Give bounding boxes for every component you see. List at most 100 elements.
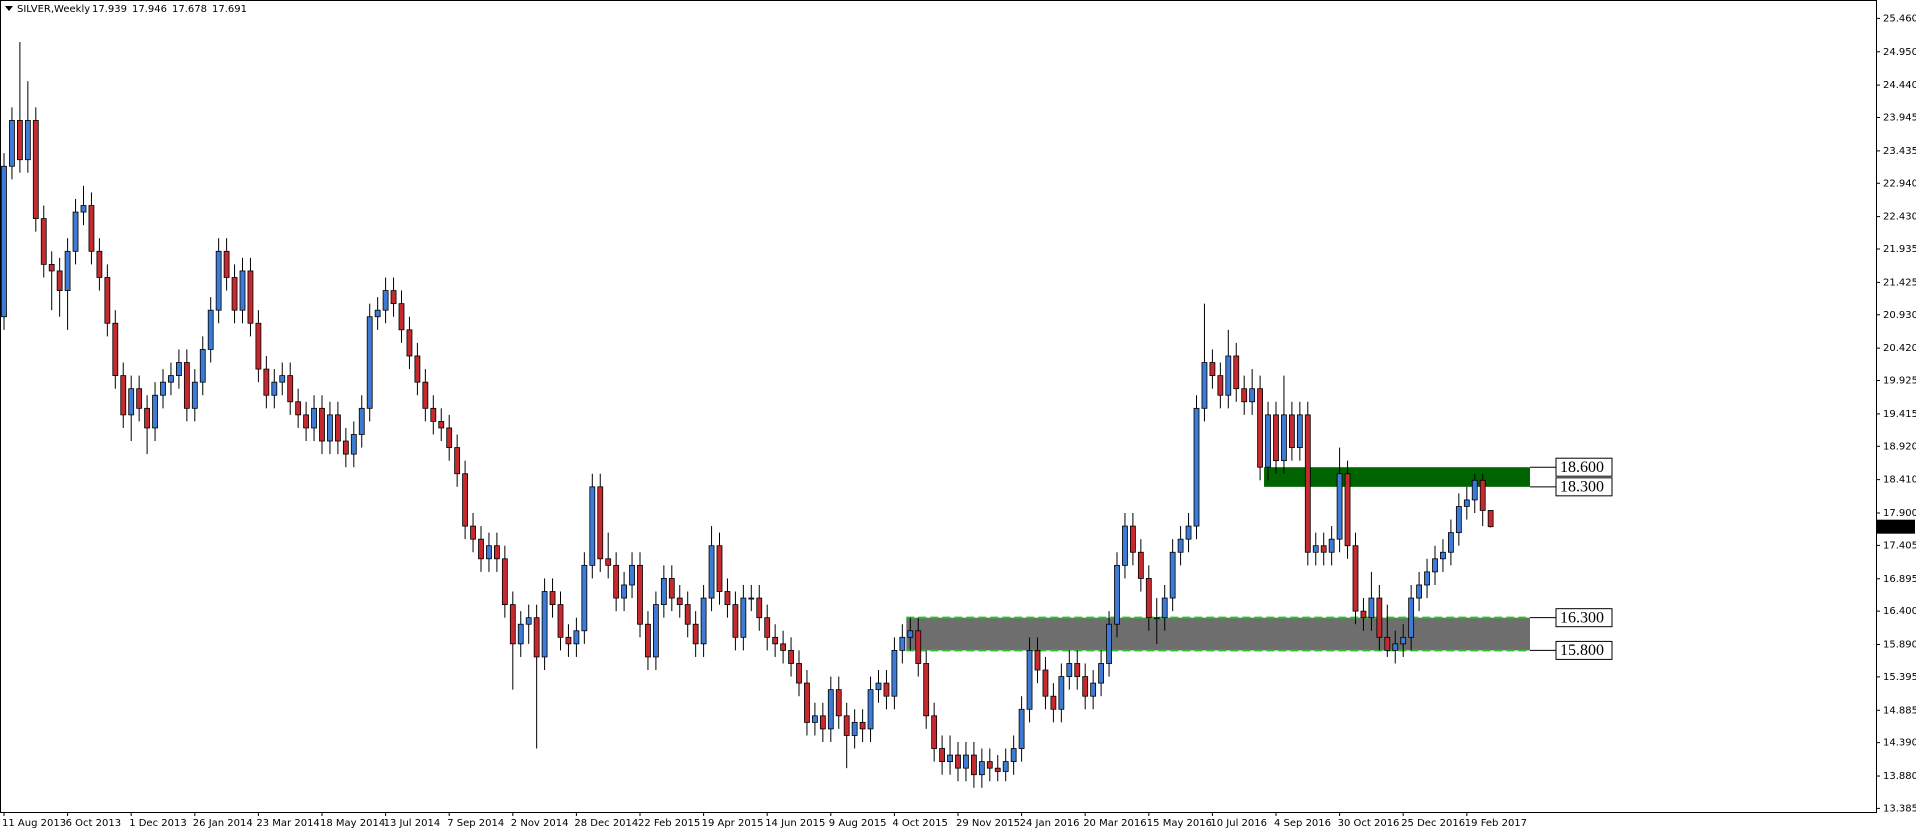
candle-body — [557, 604, 564, 638]
y-tick-label: 15.395 — [1883, 672, 1916, 683]
candle-body — [112, 322, 119, 377]
candle-body — [700, 597, 707, 645]
candle-body — [827, 689, 834, 730]
candle-body — [1169, 551, 1176, 599]
candle-body — [1034, 650, 1041, 671]
candle-body — [231, 277, 238, 311]
y-tick-label: 22.430 — [1883, 212, 1916, 223]
candle-body — [342, 440, 349, 455]
price-marker-label: 17.691 — [1880, 523, 1915, 534]
candle-body — [1098, 663, 1104, 684]
candle-body — [366, 316, 373, 409]
price-marker — [1877, 519, 1915, 534]
candle-body — [454, 447, 461, 475]
candle-body — [1082, 676, 1089, 697]
level-box — [1555, 457, 1613, 477]
candle-body — [883, 682, 890, 697]
y-tick-label: 20.930 — [1883, 310, 1916, 321]
candle-body — [637, 564, 643, 625]
candle-body — [1281, 414, 1287, 462]
candle-body — [1328, 538, 1335, 553]
candle-body — [446, 427, 453, 448]
candle-body — [303, 414, 310, 429]
x-tick-label: 22 Feb 2015 — [638, 818, 700, 829]
y-tick-label: 24.950 — [1883, 47, 1916, 58]
menu-arrow[interactable] — [5, 6, 13, 11]
x-tick-label: 19 Feb 2017 — [1465, 818, 1527, 829]
y-tick-label: 21.935 — [1883, 244, 1916, 255]
candle-body — [1090, 682, 1097, 697]
candle-body — [565, 636, 572, 645]
x-tick-label: 25 Dec 2016 — [1401, 818, 1465, 829]
candle-body — [1241, 388, 1248, 403]
candle-body — [247, 270, 254, 324]
candle-body — [1185, 525, 1192, 540]
candle-body — [1233, 355, 1240, 390]
candle-body — [215, 250, 222, 311]
candle-body — [40, 218, 47, 265]
header-ohlc: 17.946 — [132, 4, 167, 15]
candle-body — [1026, 650, 1033, 710]
candle-body — [374, 309, 381, 318]
candle-body — [64, 250, 71, 291]
candle-body — [549, 591, 556, 606]
candle-body — [88, 205, 95, 252]
x-tick-label: 19 Apr 2015 — [702, 818, 764, 829]
candle-body — [80, 205, 87, 213]
candle-body — [24, 120, 31, 161]
candle-body — [223, 250, 230, 278]
candle-body — [1114, 564, 1120, 625]
candle-body — [525, 617, 532, 625]
candle-body — [175, 362, 182, 377]
header-ohlc: 17.678 — [172, 4, 207, 15]
x-tick-label: 23 Mar 2014 — [256, 818, 319, 829]
candle-body — [398, 303, 405, 331]
x-tick-label: 11 Aug 2013 — [2, 818, 66, 829]
candle-body — [891, 650, 898, 697]
candle-body — [660, 578, 667, 606]
candle-body — [899, 636, 906, 651]
candle-body — [581, 564, 588, 632]
x-tick-label: 6 Oct 2013 — [66, 818, 121, 829]
level-label: 18.600 — [1560, 459, 1604, 476]
candle-body — [478, 538, 484, 560]
header-ohlc: 17.939 — [92, 4, 127, 15]
candle-body — [1066, 663, 1073, 677]
candle-body — [1137, 551, 1144, 579]
y-tick-label: 19.415 — [1883, 409, 1916, 420]
x-tick-label: 4 Oct 2015 — [892, 818, 947, 829]
y-tick-label: 16.400 — [1883, 606, 1916, 617]
candle-body — [1018, 708, 1025, 749]
candle-body — [1312, 545, 1319, 553]
candle-body — [756, 597, 763, 619]
candle-body — [1455, 506, 1462, 534]
candle-body — [1249, 388, 1256, 403]
candle-body — [414, 355, 421, 383]
candle-body — [796, 663, 802, 684]
candle-body — [319, 407, 325, 442]
candle-body — [1177, 538, 1184, 553]
candle-body — [843, 715, 850, 736]
y-tick-label: 20.420 — [1883, 343, 1916, 354]
candle-body — [136, 388, 143, 409]
candle-body — [1161, 597, 1168, 619]
candle-body — [358, 407, 365, 435]
chart-title: SILVER,Weekly — [17, 4, 90, 15]
candle-body — [1416, 584, 1422, 599]
candle-body — [199, 349, 206, 383]
candle-body — [1360, 610, 1367, 619]
candle-body — [295, 401, 302, 416]
candle-body — [1074, 663, 1081, 677]
candle-body — [1265, 414, 1271, 468]
candle-body — [947, 754, 953, 763]
candle-body — [819, 715, 826, 730]
candle-body — [1384, 636, 1391, 651]
candle-body — [501, 558, 508, 606]
y-tick-label: 17.405 — [1883, 540, 1916, 551]
x-tick-label: 10 Jul 2016 — [1210, 818, 1267, 829]
candle-body — [493, 545, 500, 560]
candle-body — [438, 421, 445, 429]
x-tick-label: 13 Jul 2014 — [384, 818, 441, 829]
candle-body — [772, 636, 779, 645]
